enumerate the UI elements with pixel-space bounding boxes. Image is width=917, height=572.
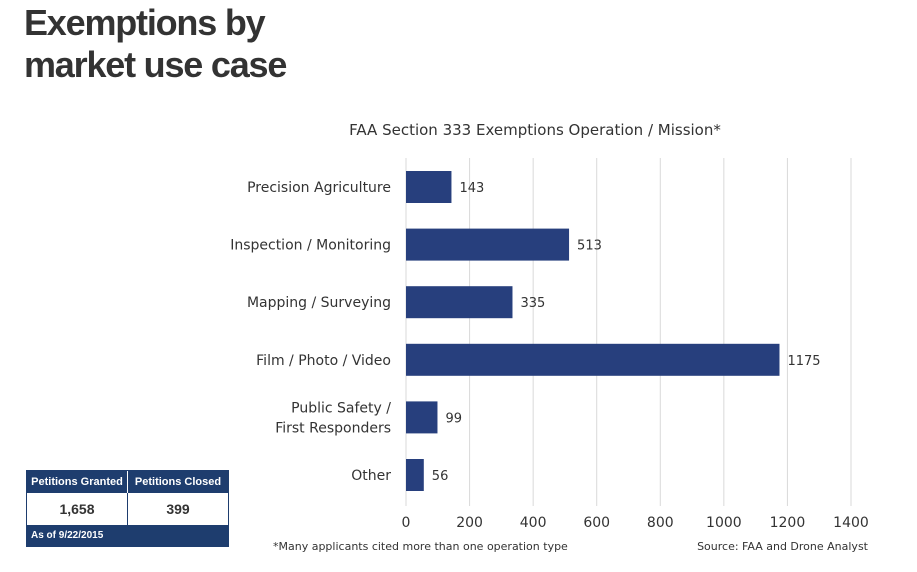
value-label: 1175	[787, 354, 820, 369]
value-labels: 143 513 335 1175 99 56	[432, 181, 821, 484]
value-label: 143	[459, 181, 484, 196]
category-label: Inspection / Monitoring	[230, 238, 391, 254]
x-axis-ticks: 0 200 400 600 800 1000 1200 1400	[402, 515, 869, 531]
closed-header: Petitions Closed	[134, 476, 222, 488]
gridlines	[405, 158, 852, 506]
category-label: Public Safety / First Responders	[275, 400, 391, 436]
x-tick-label: 0	[402, 515, 411, 531]
x-tick-label: 1000	[706, 515, 742, 531]
granted-header: Petitions Granted	[27, 471, 128, 493]
value-label: 56	[432, 469, 449, 484]
summary-header-row: Petitions Granted Petitions Closed	[27, 471, 228, 493]
granted-value: 1,658	[27, 493, 128, 525]
petitions-summary-table: Petitions Granted Petitions Closed 1,658…	[26, 470, 229, 547]
category-label: Film / Photo / Video	[256, 353, 391, 369]
bar	[406, 401, 438, 434]
category-label: Other	[351, 468, 391, 484]
category-label: Mapping / Surveying	[247, 295, 391, 311]
category-labels: Precision Agriculture Inspection / Monito…	[230, 180, 391, 484]
bar	[406, 171, 452, 203]
bars	[406, 171, 780, 491]
bar	[406, 343, 780, 376]
x-tick-label: 1200	[770, 515, 806, 531]
x-tick-label: 400	[520, 515, 547, 531]
value-label: 99	[445, 411, 462, 426]
as-of-date: As of 9/22/2015	[27, 525, 228, 546]
chart-title: FAA Section 333 Exemptions Operation / M…	[349, 121, 721, 139]
bar	[406, 228, 570, 261]
source-note: Source: FAA and Drone Analyst	[697, 540, 868, 553]
page-title: Exemptions by market use case	[24, 2, 287, 85]
footnote: *Many applicants cited more than one ope…	[273, 540, 568, 553]
summary-values-row: 1,658 399	[27, 493, 228, 525]
closed-value: 399	[166, 501, 190, 517]
x-tick-label: 800	[647, 515, 674, 531]
value-label: 513	[577, 239, 602, 254]
x-tick-label: 600	[583, 515, 610, 531]
x-tick-label: 1400	[833, 515, 869, 531]
category-label: Precision Agriculture	[247, 180, 391, 196]
value-label: 335	[520, 296, 545, 311]
x-tick-label: 200	[456, 515, 483, 531]
bar	[406, 459, 424, 491]
bar	[406, 286, 513, 319]
